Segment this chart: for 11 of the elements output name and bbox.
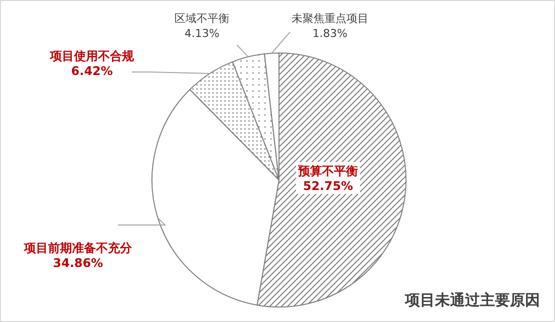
slice-label: 项目使用不合规	[49, 49, 135, 63]
slice-label: 区域不平衡	[174, 12, 230, 25]
data-label: 1.83%	[312, 27, 348, 40]
slice-label: 预算不平衡	[297, 164, 358, 178]
data-label: 4.13%	[184, 27, 220, 40]
text: 项目未通过主要原因	[404, 291, 540, 309]
data-label: 52.75%	[303, 179, 353, 193]
data-label: 6.42%	[71, 64, 113, 78]
slice-label: 项目前期准备不充分	[23, 241, 133, 255]
data-label: 34.86%	[53, 256, 103, 270]
slice-label: 未聚焦重点项目	[292, 12, 368, 25]
